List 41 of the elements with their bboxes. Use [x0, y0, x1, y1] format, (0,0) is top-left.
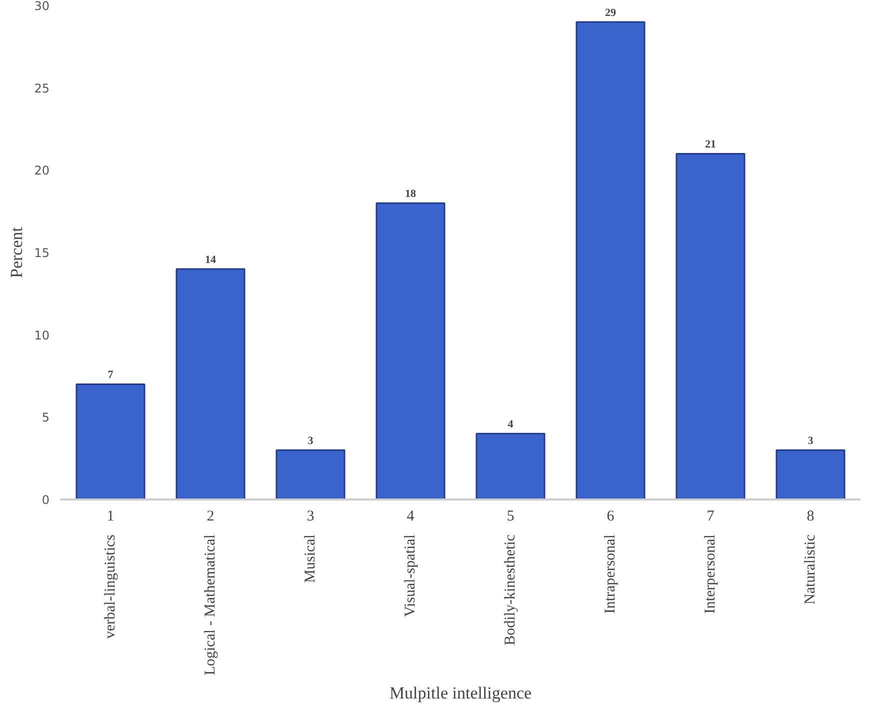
- data-label: 4: [508, 418, 514, 431]
- y-tick-label: 20: [34, 164, 50, 178]
- x-tick-label: Intrapersonal: [602, 534, 618, 614]
- y-tick-label: 25: [34, 81, 50, 96]
- x-axis-title: Mulpitle intelligence: [389, 683, 532, 702]
- y-tick-label: 30: [34, 0, 50, 13]
- bar: [676, 152, 746, 500]
- text: 4: [406, 508, 415, 524]
- x-tick-label: Musical: [302, 534, 318, 583]
- data-label: 21: [705, 138, 716, 151]
- x-tick-label: Naturalistic: [802, 534, 818, 604]
- text: 2: [206, 508, 214, 524]
- bar: [76, 383, 146, 500]
- data-label: 3: [808, 435, 814, 448]
- y-tick-label: 15: [34, 246, 50, 260]
- x-tick-label: verbal-linguistics: [102, 534, 118, 639]
- text: 1: [106, 508, 114, 524]
- text: 7: [706, 508, 715, 524]
- data-label: 14: [205, 254, 216, 266]
- text: 8: [806, 508, 814, 524]
- text: 3: [306, 508, 314, 524]
- data-label: 7: [108, 369, 114, 382]
- bar: [776, 449, 846, 500]
- data-label: 29: [605, 6, 616, 19]
- y-tick-label: 5: [42, 410, 50, 425]
- bar: [576, 21, 646, 500]
- y-tick-label: 0: [42, 493, 50, 507]
- data-label: 3: [308, 435, 314, 448]
- y-tick-label: 10: [34, 328, 50, 342]
- bar: [176, 268, 246, 500]
- bar: [476, 432, 546, 500]
- x-tick-label: Visual-spatial: [402, 534, 418, 617]
- data-label: 18: [405, 188, 416, 200]
- bar: [376, 202, 446, 500]
- x-tick-label: Interpersonal: [702, 534, 718, 614]
- bar: [276, 449, 346, 500]
- text: 5: [506, 508, 514, 524]
- x-tick-label: Logical - Mathematical: [202, 534, 218, 676]
- y-axis-title: Percent: [7, 226, 26, 278]
- x-tick-label: Bodily-kinesthetic: [502, 534, 518, 646]
- text: 6: [606, 508, 615, 524]
